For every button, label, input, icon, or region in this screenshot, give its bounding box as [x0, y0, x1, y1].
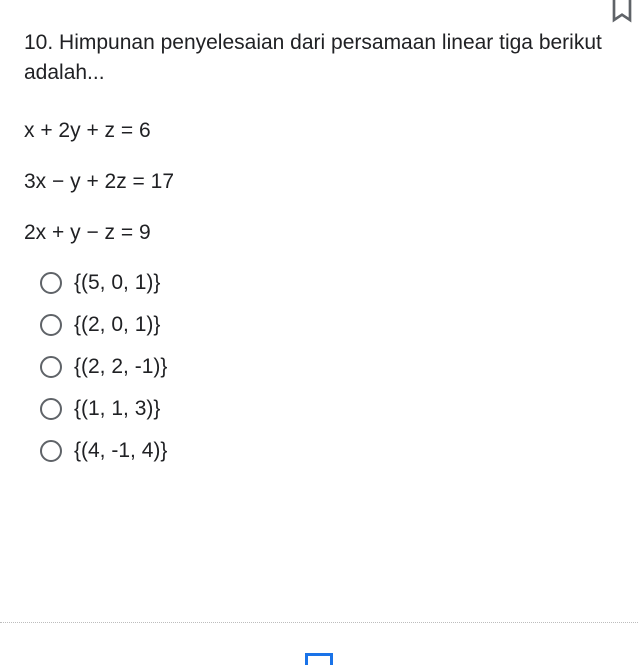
bookmark-icon[interactable]	[606, 0, 638, 24]
question-content: 10. Himpunan penyelesaian dari persamaan…	[0, 0, 638, 463]
option-label: {(5, 0, 1)}	[74, 271, 160, 295]
radio-icon	[40, 398, 62, 420]
option-label: {(4, -1, 4)}	[74, 439, 167, 463]
radio-icon	[40, 440, 62, 462]
question-text: 10. Himpunan penyelesaian dari persamaan…	[24, 28, 614, 89]
equation-2: 3x − y + 2z = 17	[24, 168, 614, 195]
option-label: {(2, 0, 1)}	[74, 313, 160, 337]
radio-icon	[40, 272, 62, 294]
option-label: {(2, 2, -1)}	[74, 355, 167, 379]
option-a[interactable]: {(5, 0, 1)}	[40, 271, 614, 295]
divider	[0, 622, 638, 623]
equation-1: x + 2y + z = 6	[24, 117, 614, 144]
option-d[interactable]: {(1, 1, 3)}	[40, 397, 614, 421]
radio-icon	[40, 356, 62, 378]
option-label: {(1, 1, 3)}	[74, 397, 160, 421]
option-c[interactable]: {(2, 2, -1)}	[40, 355, 614, 379]
bottom-indicator	[305, 653, 333, 665]
option-b[interactable]: {(2, 0, 1)}	[40, 313, 614, 337]
radio-icon	[40, 314, 62, 336]
equation-3: 2x + y − z = 9	[24, 219, 614, 246]
options-group: {(5, 0, 1)} {(2, 0, 1)} {(2, 2, -1)} {(1…	[24, 271, 614, 463]
option-e[interactable]: {(4, -1, 4)}	[40, 439, 614, 463]
